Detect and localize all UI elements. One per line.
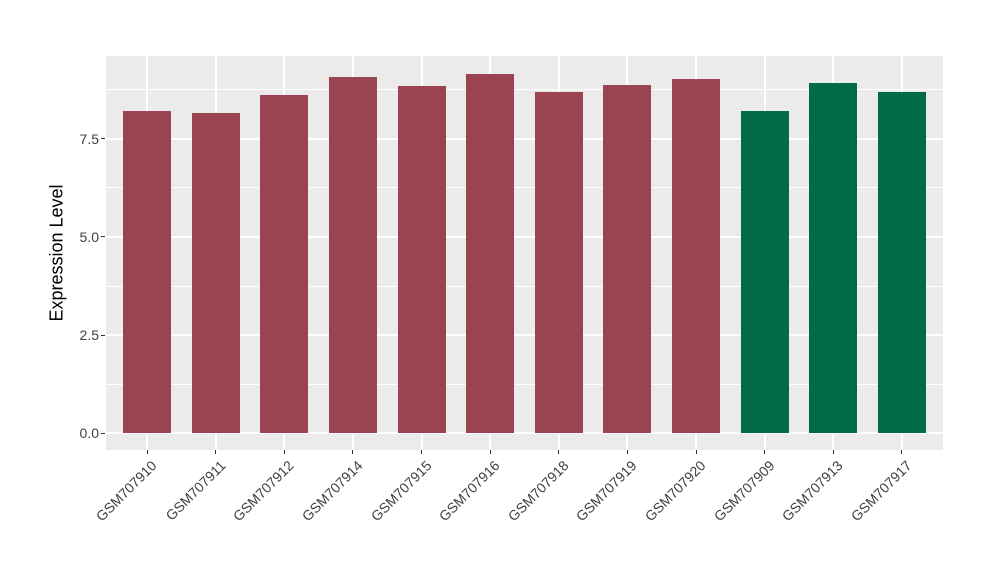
y-tick-label: 2.5 <box>79 327 99 344</box>
bar-GSM707920 <box>672 78 720 434</box>
x-tick-mark <box>421 450 423 454</box>
plot-panel <box>106 56 943 450</box>
bar-GSM707909 <box>741 111 789 434</box>
bar-GSM707914 <box>329 76 377 434</box>
y-tick-label: 0.0 <box>79 425 99 442</box>
y-tick-mark <box>101 334 105 336</box>
y-tick-label: 7.5 <box>79 130 99 147</box>
bar-GSM707919 <box>603 85 651 434</box>
gridline-minor <box>106 187 943 189</box>
gridline-major <box>106 334 943 337</box>
gridline-minor <box>106 383 943 385</box>
x-tick-mark <box>695 450 697 454</box>
x-tick-mark <box>626 450 628 454</box>
x-tick-mark <box>489 450 491 454</box>
x-tick-mark <box>215 450 217 454</box>
bar-GSM707916 <box>466 73 514 434</box>
x-tick-mark <box>558 450 560 454</box>
bar-GSM707918 <box>535 91 583 434</box>
x-tick-mark <box>832 450 834 454</box>
y-tick-mark <box>101 432 105 434</box>
x-tick-mark <box>764 450 766 454</box>
x-tick-mark <box>283 450 285 454</box>
bar-GSM707913 <box>809 82 857 434</box>
bar-GSM707912 <box>260 95 308 434</box>
bar-GSM707910 <box>123 111 171 434</box>
bar-GSM707915 <box>398 85 446 434</box>
x-tick-mark <box>352 450 354 454</box>
x-tick-label-GSM707910: GSM707910 <box>92 457 160 525</box>
y-tick-mark <box>101 236 105 238</box>
y-tick-label: 5.0 <box>79 228 99 245</box>
bar-GSM707917 <box>878 91 926 434</box>
gridline-major <box>106 137 943 140</box>
gridline-minor <box>106 88 943 90</box>
y-axis-title: Expression Level <box>46 184 67 322</box>
gridline-minor <box>106 285 943 287</box>
x-tick-mark <box>146 450 148 454</box>
gridline-major <box>106 235 943 238</box>
x-tick-mark <box>901 450 903 454</box>
gridline-major <box>106 432 943 435</box>
bar-GSM707911 <box>192 113 240 434</box>
y-tick-mark <box>101 138 105 140</box>
